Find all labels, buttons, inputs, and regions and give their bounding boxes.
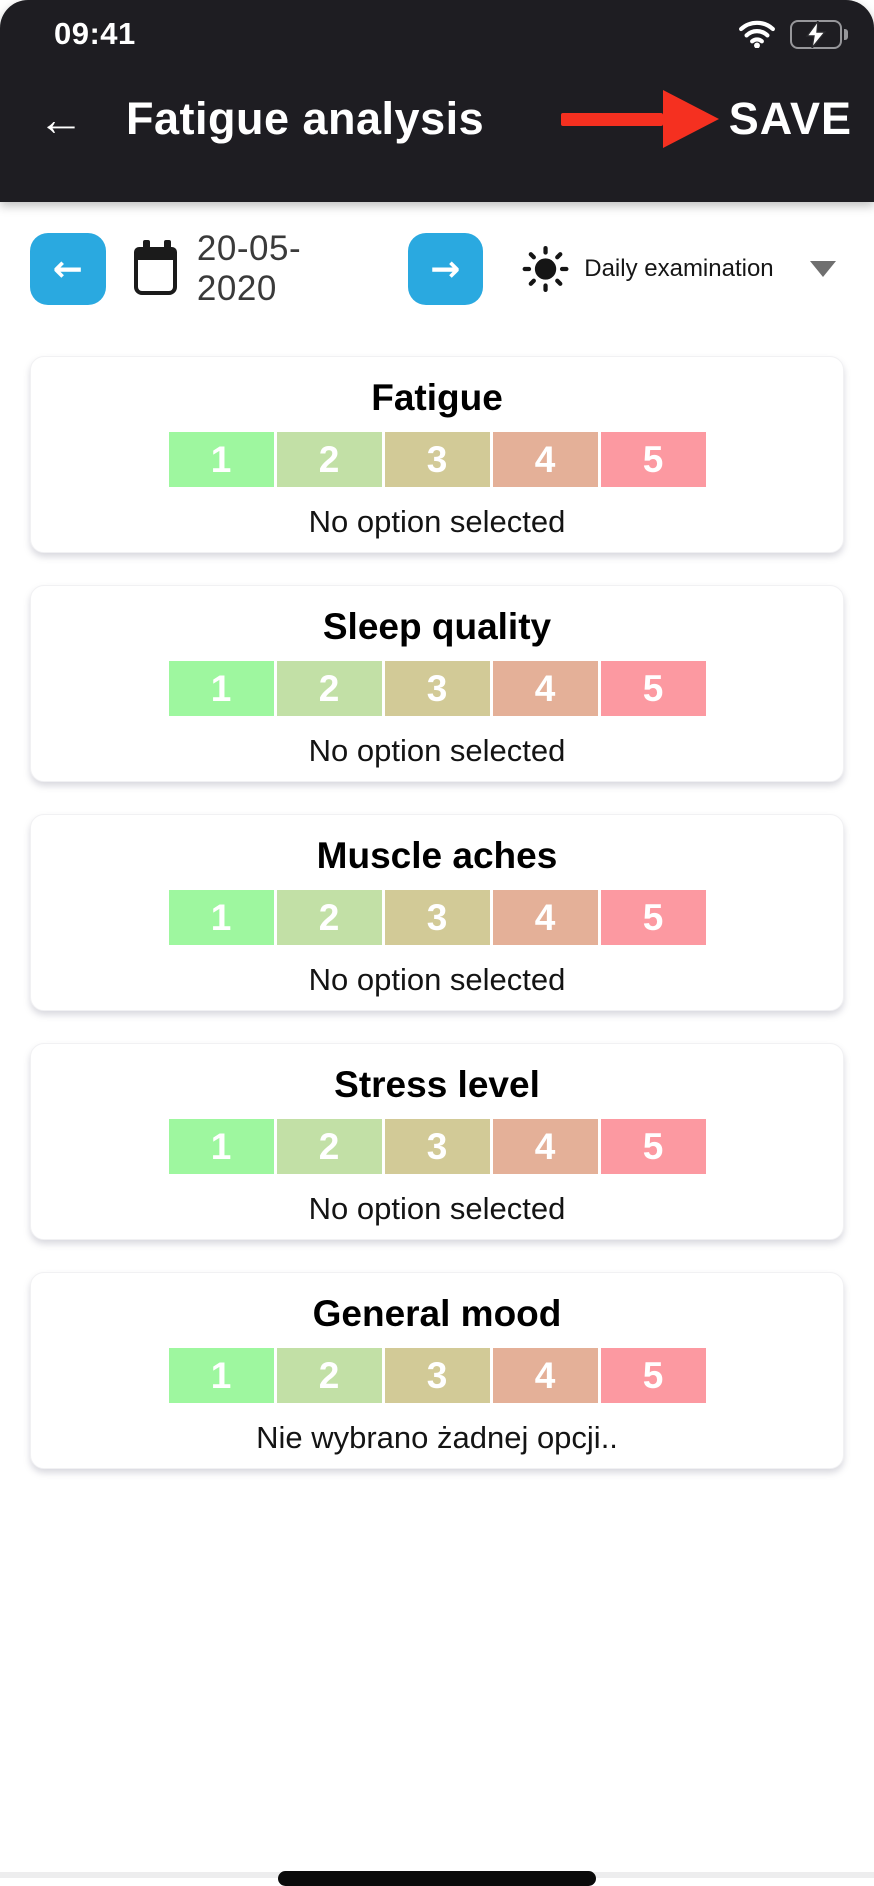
status-time: 09:41	[54, 16, 136, 51]
rating-option-1[interactable]: 1	[168, 661, 274, 716]
rating-option-4[interactable]: 4	[492, 890, 598, 945]
card-title: Fatigue	[371, 377, 503, 418]
card-title: General mood	[312, 1293, 562, 1334]
examination-mode-label: Daily examination	[584, 255, 774, 283]
save-annotation-arrow	[560, 90, 719, 148]
rating-scale: 1 2 3 4 5	[31, 661, 843, 716]
rating-option-4[interactable]: 4	[492, 661, 598, 716]
wifi-icon	[739, 20, 775, 48]
rating-option-3[interactable]: 3	[384, 432, 490, 487]
rating-option-1[interactable]: 1	[168, 432, 274, 487]
rating-option-2[interactable]: 2	[276, 1119, 382, 1174]
battery-bolt-icon	[805, 20, 827, 48]
rating-option-4[interactable]: 4	[492, 1348, 598, 1403]
next-day-button[interactable]: →	[407, 233, 484, 305]
sun-icon	[522, 246, 569, 292]
rating-option-2[interactable]: 2	[276, 1348, 382, 1403]
battery-charging-icon	[790, 19, 848, 49]
previous-day-button[interactable]: ←	[30, 233, 106, 305]
rating-option-3[interactable]: 3	[384, 661, 490, 716]
rating-scale: 1 2 3 4 5	[31, 1119, 843, 1174]
page-title: Fatigue analysis	[126, 93, 485, 144]
selected-date: 20-05-2020	[196, 229, 302, 308]
rating-scale: 1 2 3 4 5	[31, 890, 843, 945]
save-button[interactable]: SAVE	[728, 93, 852, 144]
rating-option-5[interactable]: 5	[600, 661, 706, 716]
rating-option-1[interactable]: 1	[168, 890, 274, 945]
rating-option-3[interactable]: 3	[384, 1119, 490, 1174]
rating-option-2[interactable]: 2	[276, 432, 382, 487]
rating-option-1[interactable]: 1	[168, 1119, 274, 1174]
card-stress-level: Stress level 1 2 3 4 5 No option selecte…	[30, 1043, 844, 1240]
rating-option-2[interactable]: 2	[276, 890, 382, 945]
rating-option-5[interactable]: 5	[600, 890, 706, 945]
rating-option-3[interactable]: 3	[384, 1348, 490, 1403]
status-bar: 09:41	[0, 0, 874, 52]
home-indicator[interactable]	[278, 1871, 596, 1886]
calendar-icon[interactable]	[133, 240, 178, 295]
nav-bar: ← Fatigue analysis SAVE	[0, 88, 874, 150]
card-title: Sleep quality	[322, 606, 552, 647]
rating-option-5[interactable]: 5	[600, 1119, 706, 1174]
selection-status: No option selected	[308, 733, 566, 768]
selection-status: Nie wybrano żadnej opcji..	[256, 1420, 618, 1455]
card-title: Stress level	[334, 1064, 540, 1105]
question-cards: Fatigue 1 2 3 4 5 No option selected Sle…	[0, 356, 874, 1469]
card-general-mood: General mood 1 2 3 4 5 Nie wybrano żadne…	[30, 1272, 844, 1469]
rating-option-2[interactable]: 2	[276, 661, 382, 716]
card-muscle-aches: Muscle aches 1 2 3 4 5 No option selecte…	[30, 814, 844, 1011]
selection-status: No option selected	[308, 504, 566, 539]
rating-option-5[interactable]: 5	[600, 432, 706, 487]
rating-option-5[interactable]: 5	[600, 1348, 706, 1403]
card-title: Muscle aches	[316, 835, 558, 876]
card-fatigue: Fatigue 1 2 3 4 5 No option selected	[30, 356, 844, 553]
rating-option-1[interactable]: 1	[168, 1348, 274, 1403]
selection-status: No option selected	[308, 962, 566, 997]
date-toolbar: ← 20-05-2020 → Daily examination	[30, 229, 844, 308]
app-header: 09:41 ← Fatigue analysis SAVE	[0, 0, 874, 202]
back-arrow-icon[interactable]: ←	[38, 93, 84, 145]
rating-option-3[interactable]: 3	[384, 890, 490, 945]
rating-scale: 1 2 3 4 5	[31, 1348, 843, 1403]
selection-status: No option selected	[308, 1191, 566, 1226]
rating-option-4[interactable]: 4	[492, 1119, 598, 1174]
rating-option-4[interactable]: 4	[492, 432, 598, 487]
chevron-down-icon[interactable]	[810, 261, 836, 277]
card-sleep-quality: Sleep quality 1 2 3 4 5 No option select…	[30, 585, 844, 782]
rating-scale: 1 2 3 4 5	[31, 432, 843, 487]
